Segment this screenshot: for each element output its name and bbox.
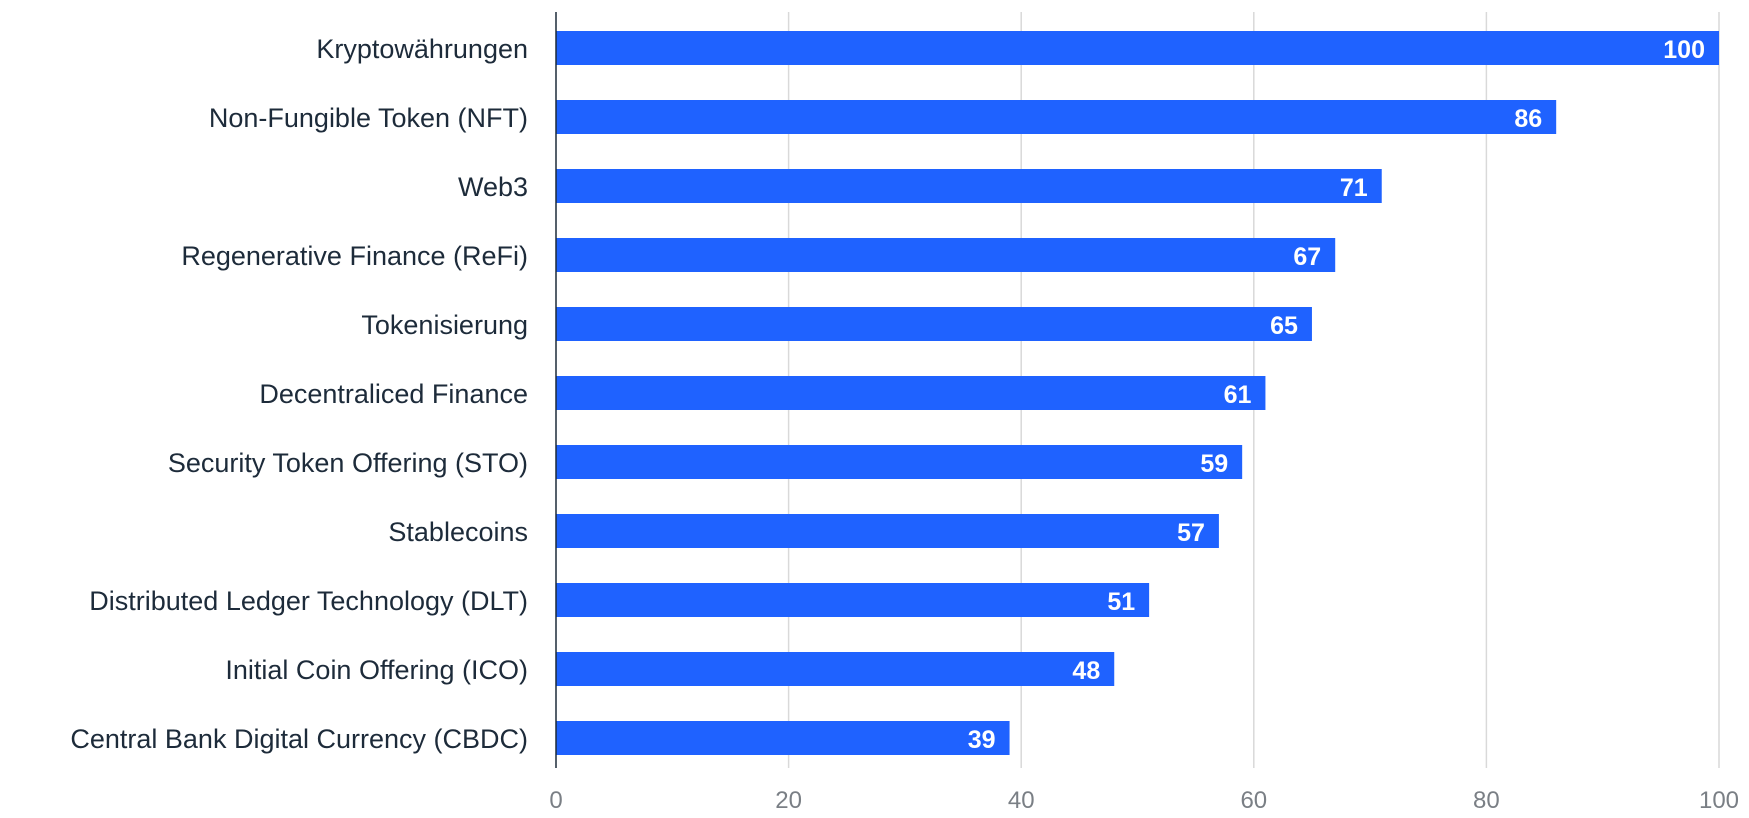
value-label: 86 xyxy=(1514,105,1542,133)
category-label: Central Bank Digital Currency (CBDC) xyxy=(70,724,528,754)
x-tick-label: 80 xyxy=(1473,787,1500,814)
x-tick-label: 40 xyxy=(1008,787,1035,814)
category-label: Stablecoins xyxy=(388,517,528,547)
value-label: 71 xyxy=(1340,174,1368,202)
bar xyxy=(556,307,1312,341)
value-label: 59 xyxy=(1200,450,1228,478)
value-label: 100 xyxy=(1663,36,1705,64)
category-label: Web3 xyxy=(458,172,528,202)
category-label: Security Token Offering (STO) xyxy=(168,448,528,478)
x-axis-tick-labels: 0 20 40 60 80 100 xyxy=(549,787,1739,814)
category-label: Initial Coin Offering (ICO) xyxy=(225,655,528,685)
bar xyxy=(556,31,1719,65)
value-label: 67 xyxy=(1293,243,1321,271)
category-labels: Kryptowährungen Non-Fungible Token (NFT) W… xyxy=(70,34,528,754)
bar xyxy=(556,445,1243,479)
category-label: Tokenisierung xyxy=(361,310,528,340)
value-label: 51 xyxy=(1107,588,1135,616)
bar xyxy=(556,100,1557,134)
x-tick-label: 0 xyxy=(549,787,562,814)
value-label: 65 xyxy=(1270,312,1298,340)
bar xyxy=(556,652,1115,686)
value-label: 57 xyxy=(1177,519,1205,547)
bar xyxy=(556,721,1010,755)
category-label: Kryptowährungen xyxy=(316,34,528,64)
category-label: Non-Fungible Token (NFT) xyxy=(209,103,528,133)
bar xyxy=(556,238,1336,272)
bar xyxy=(556,514,1219,548)
x-tick-label: 20 xyxy=(775,787,802,814)
bar xyxy=(556,376,1266,410)
category-label: Regenerative Finance (ReFi) xyxy=(181,241,528,271)
value-label: 61 xyxy=(1224,381,1252,409)
value-label: 48 xyxy=(1072,657,1100,685)
bar xyxy=(556,583,1150,617)
bars xyxy=(556,31,1719,755)
bar xyxy=(556,169,1382,203)
x-tick-label: 60 xyxy=(1240,787,1267,814)
value-label: 39 xyxy=(968,726,996,754)
value-labels: 100 86 71 67 65 61 59 57 51 48 39 xyxy=(968,36,1705,754)
x-tick-label: 100 xyxy=(1699,787,1739,814)
category-label: Decentraliced Finance xyxy=(259,379,528,409)
category-label: Distributed Ledger Technology (DLT) xyxy=(89,586,528,616)
